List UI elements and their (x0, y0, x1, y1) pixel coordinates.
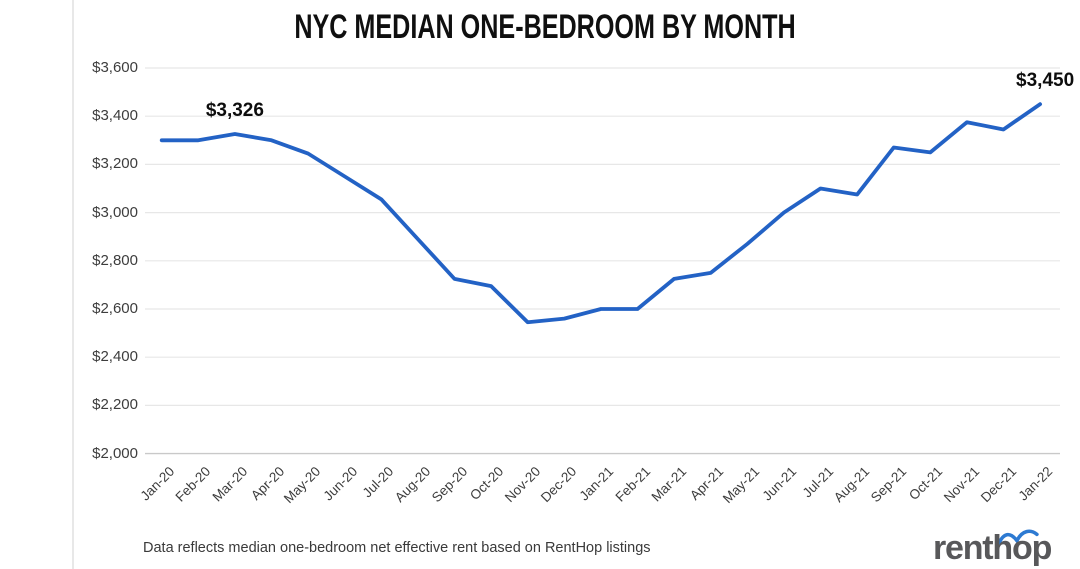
y-axis-tick-label: $2,800 (92, 251, 138, 269)
y-axis-tick-label: $2,200 (92, 396, 138, 414)
y-axis-tick-label: $3,200 (92, 155, 138, 173)
y-axis-tick-label: $3,400 (92, 107, 138, 125)
y-axis-tick-label: $2,600 (92, 300, 138, 317)
renthop-logo-text: renthop (933, 529, 1052, 567)
rent-line-series (159, 102, 1042, 325)
y-axis-tick-label: $2,400 (92, 348, 138, 366)
left-divider (72, 0, 74, 569)
y-axis-tick-label: $3,000 (92, 203, 138, 221)
chart-title: NYC MEDIAN ONE-BEDROOM BY MONTH (294, 8, 796, 46)
renthop-logo: renthop (933, 524, 1079, 568)
renthop-bird-icon (997, 529, 1039, 545)
footnote: Data reflects median one-bedroom net eff… (143, 540, 651, 556)
y-axis-tick-label: $2,000 (92, 444, 138, 462)
data-label-mar-20: $3,326 (205, 100, 264, 122)
data-label-jan-22: $3,450 (1016, 70, 1075, 92)
y-axis-tick-label: $3,600 (92, 59, 138, 76)
